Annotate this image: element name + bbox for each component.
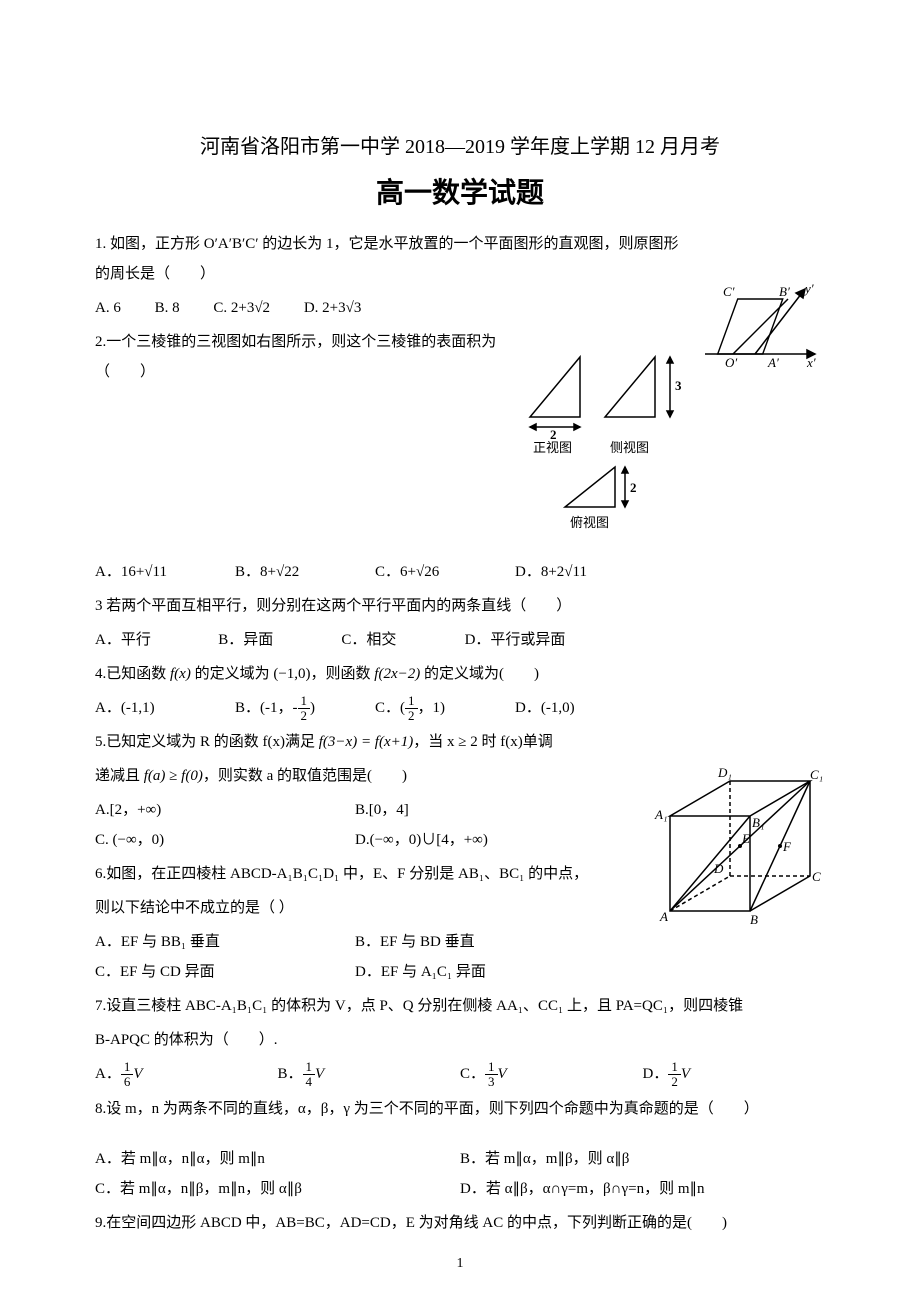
q5-t2: ，当 x ≥ 2 时 f(x)单调: [413, 734, 552, 750]
q4-optC: C．(12，1): [375, 693, 515, 723]
question-1: 1. 如图，正方形 O′A′B′C′ 的边长为 1，它是水平放置的一个平面图形的…: [95, 229, 825, 289]
svg-text:正视图: 正视图: [533, 440, 572, 455]
q5-optB: B.[0，4]: [355, 795, 615, 825]
q6-optC: C．EF 与 CD 异面: [95, 957, 355, 987]
question-7: 7.设直三棱柱 ABC-A₁B₁C₁ 的体积为 V，点 P、Q 分别在侧棱 AA…: [95, 991, 825, 1021]
q6-optB: B．EF 与 BD 垂直: [355, 927, 615, 957]
q7-optA: A．16V: [95, 1059, 278, 1089]
question-7-options: A．16V B．14V C．13V D．12V: [95, 1059, 825, 1089]
question-6b: 则以下结论中不成立的是（ ）: [95, 893, 825, 923]
q7-optB: B．14V: [278, 1059, 461, 1089]
svg-text:E: E: [741, 831, 750, 846]
q3-optD: D．平行或异面: [465, 625, 633, 655]
q5-optC: C. (−∞，0): [95, 825, 355, 855]
q6-optD: D．EF 与 A₁C₁ 异面: [355, 957, 615, 987]
q1-optD: D. 2+3√3: [304, 300, 392, 316]
question-2-options: A．16+√11 B．8+√22 C．6+√26 D．8+2√11: [95, 557, 655, 587]
q4-fx: f(x): [170, 666, 191, 682]
q8-optB: B．若 m∥α，m∥β，则 α∥β: [460, 1144, 825, 1174]
question-5: 5.已知定义域为 R 的函数 f(x)满足 f(3−x) = f(x+1)，当 …: [95, 727, 825, 757]
question-5b: 递减且 f(a) ≥ f(0)，则实数 a 的取值范围是( ): [95, 761, 825, 791]
q8-optD: D．若 α∥β，α∩γ=m，β∩γ=n，则 m∥n: [460, 1174, 825, 1204]
q4-optB: B．(-1，-12): [235, 693, 375, 723]
question-2: 2.一个三棱锥的三视图如右图所示，则这个三棱锥的表面积为（ ）: [95, 327, 825, 387]
question-3: 3 若两个平面互相平行，则分别在这两个平行平面内的两条直线（ ）: [95, 591, 825, 621]
q1-optA: A. 6: [95, 300, 151, 316]
q3-optC: C．相交: [341, 625, 464, 655]
q4-optD: D．(-1,0): [515, 693, 655, 723]
question-3-options: A．平行 B．异面 C．相交 D．平行或异面: [95, 625, 655, 655]
question-9: 9.在空间四边形 ABCD 中，AB=BC，AD=CD，E 为对角线 AC 的中…: [95, 1208, 825, 1238]
question-8-options: A．若 m∥α，n∥α，则 m∥n B．若 m∥α，m∥β，则 α∥β C．若 …: [95, 1144, 825, 1204]
question-7b: B-APQC 的体积为（ ）.: [95, 1025, 825, 1055]
q8-optC: C．若 m∥α，n∥β，m∥n，则 α∥β: [95, 1174, 460, 1204]
question-6: 6.如图，在正四棱柱 ABCD‑A₁B₁C₁D₁ 中，E、F 分别是 AB₁、B…: [95, 859, 825, 889]
q6-optA: A．EF 与 BB₁ 垂直: [95, 927, 355, 957]
question-5-options: A.[2，+∞) B.[0，4] C. (−∞，0) D.(−∞，0)∪[4，+…: [95, 795, 615, 855]
svg-text:F: F: [782, 839, 792, 854]
q4-t1: 4.已知函数: [95, 666, 170, 682]
exam-title: 高一数学试题: [95, 171, 825, 211]
q4-t2: 的定义域为 (−1,0)，则函数: [191, 666, 374, 682]
q2-optD: D．8+2√11: [515, 557, 655, 587]
svg-text:俯视图: 俯视图: [570, 515, 609, 530]
q3-optA: A．平行: [95, 625, 218, 655]
q5-optA: A.[2，+∞): [95, 795, 355, 825]
question-4: 4.已知函数 f(x) 的定义域为 (−1,0)，则函数 f(2x−2) 的定义…: [95, 659, 825, 689]
page-number: 1: [0, 1256, 920, 1272]
svg-text:A₁: A₁: [654, 807, 667, 822]
q7-optC: C．13V: [460, 1059, 643, 1089]
q5-eq1: f(3−x) = f(x+1): [319, 734, 414, 750]
question-8: 8.设 m，n 为两条不同的直线，α，β，γ 为三个不同的平面，则下列四个命题中…: [95, 1094, 825, 1124]
q3-optB: B．异面: [218, 625, 341, 655]
q5-t1: 5.已知定义域为 R 的函数 f(x)满足: [95, 734, 319, 750]
exam-header-line1: 河南省洛阳市第一中学 2018—2019 学年度上学期 12 月月考: [95, 130, 825, 159]
q5-t3: 递减且: [95, 768, 144, 784]
q8-optA: A．若 m∥α，n∥α，则 m∥n: [95, 1144, 460, 1174]
q2-optC: C．6+√26: [375, 557, 515, 587]
q4-t3: 的定义域为( ): [420, 666, 539, 682]
question-4-options: A．(-1,1) B．(-1，-12) C．(12，1) D．(-1,0): [95, 693, 655, 723]
q2-optB: B．8+√22: [235, 557, 375, 587]
svg-text:侧视图: 侧视图: [610, 440, 649, 455]
svg-text:B₁: B₁: [752, 815, 764, 830]
q7-optD: D．12V: [643, 1059, 826, 1089]
q5-t4: ，则实数 a 的取值范围是( ): [203, 768, 407, 784]
q1-optC: C. 2+3√2: [213, 300, 300, 316]
q2-optA: A．16+√11: [95, 557, 235, 587]
svg-text:2: 2: [630, 480, 637, 495]
q4-f2x: f(2x−2): [374, 666, 420, 682]
q5-eq2: f(a) ≥ f(0): [144, 768, 203, 784]
q5-optD: D.(−∞，0)∪[4，+∞): [355, 825, 615, 855]
q1-optB: B. 8: [155, 300, 210, 316]
q4-optA: A．(-1,1): [95, 693, 235, 723]
question-6-options: A．EF 与 BB₁ 垂直 B．EF 与 BD 垂直 C．EF 与 CD 异面 …: [95, 927, 615, 987]
